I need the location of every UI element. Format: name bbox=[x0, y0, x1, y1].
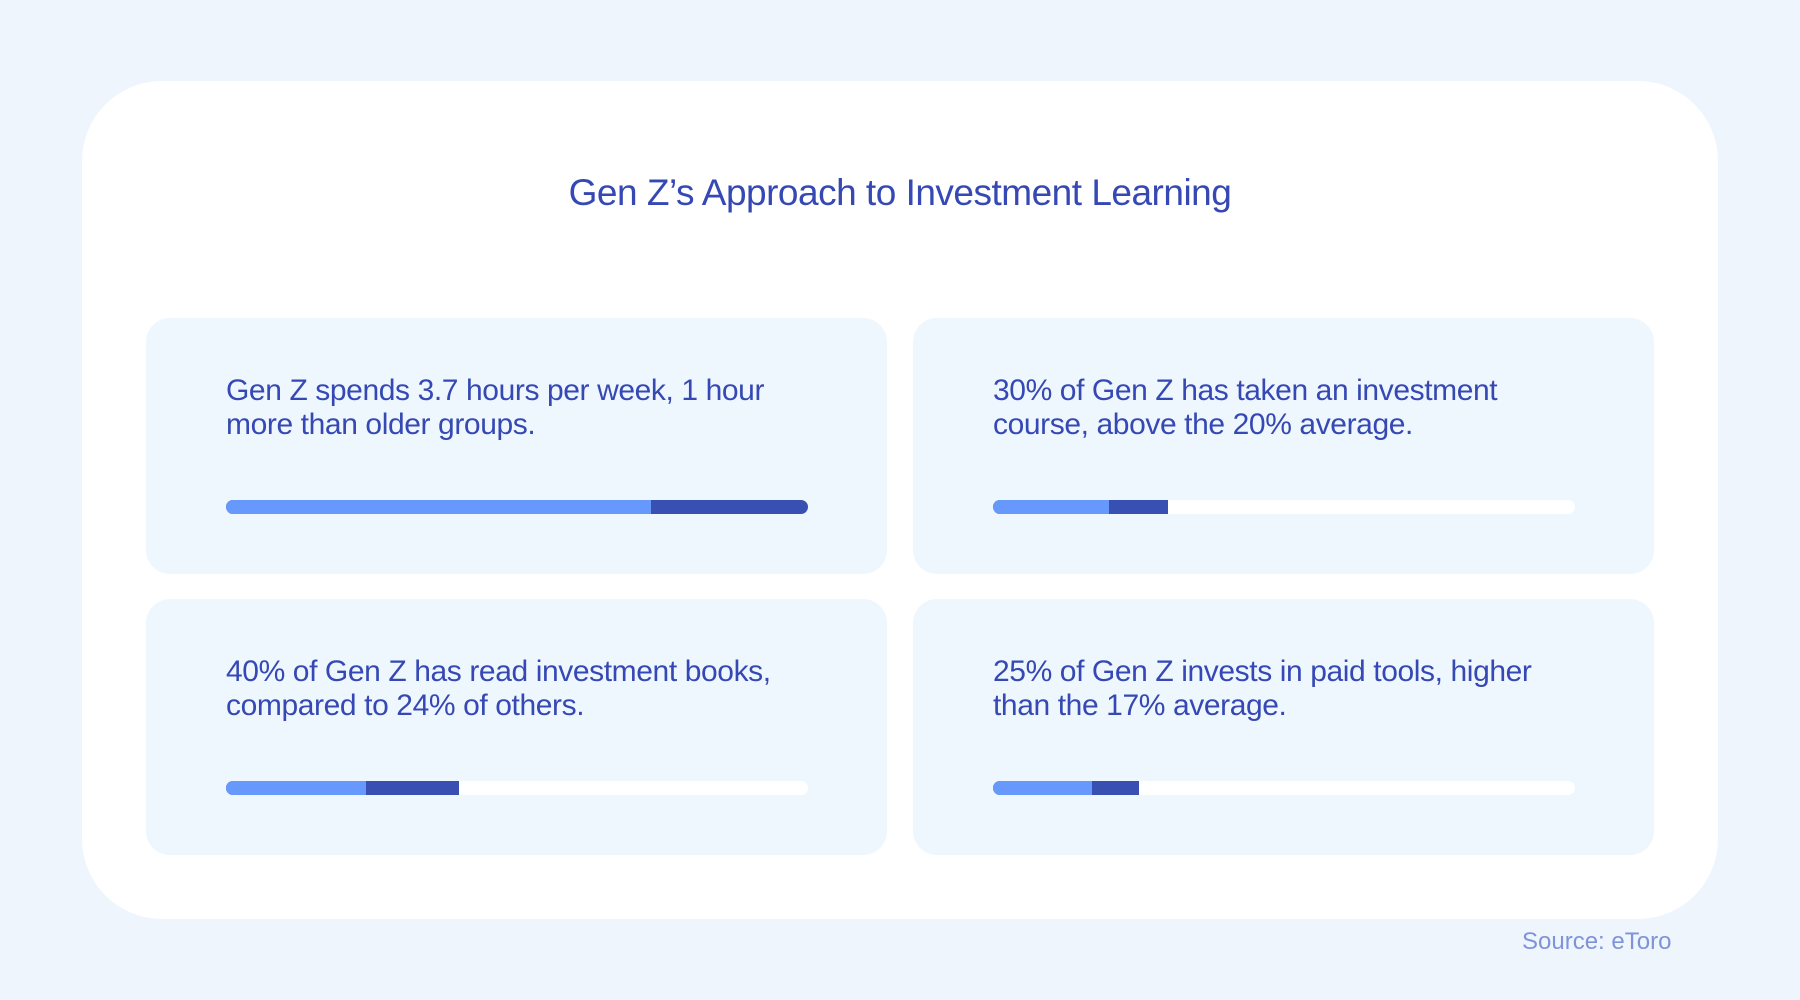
progress-track bbox=[226, 781, 808, 795]
bar-light bbox=[226, 781, 366, 795]
stat-text: 40% of Gen Z has read investment books, … bbox=[226, 655, 771, 722]
bar-light bbox=[993, 781, 1092, 795]
stat-text: 25% of Gen Z invests in paid tools, high… bbox=[993, 655, 1532, 722]
stat-card: 30% of Gen Z has taken an investment cou… bbox=[913, 318, 1654, 574]
stat-card: Gen Z spends 3.7 hours per week, 1 hour … bbox=[146, 318, 887, 574]
stat-text: Gen Z spends 3.7 hours per week, 1 hour … bbox=[226, 374, 765, 441]
bar-light bbox=[226, 500, 651, 514]
stat-card: 25% of Gen Z invests in paid tools, high… bbox=[913, 599, 1654, 855]
stat-card: 40% of Gen Z has read investment books, … bbox=[146, 599, 887, 855]
progress-track bbox=[226, 500, 808, 514]
bar-light bbox=[993, 500, 1110, 514]
source-note: Source: eToro bbox=[1522, 928, 1672, 955]
chart-title: Gen Z’s Approach to Investment Learning bbox=[568, 172, 1232, 213]
progress-track bbox=[993, 500, 1575, 514]
progress-track bbox=[993, 781, 1575, 795]
stat-text: 30% of Gen Z has taken an investment cou… bbox=[993, 374, 1498, 441]
